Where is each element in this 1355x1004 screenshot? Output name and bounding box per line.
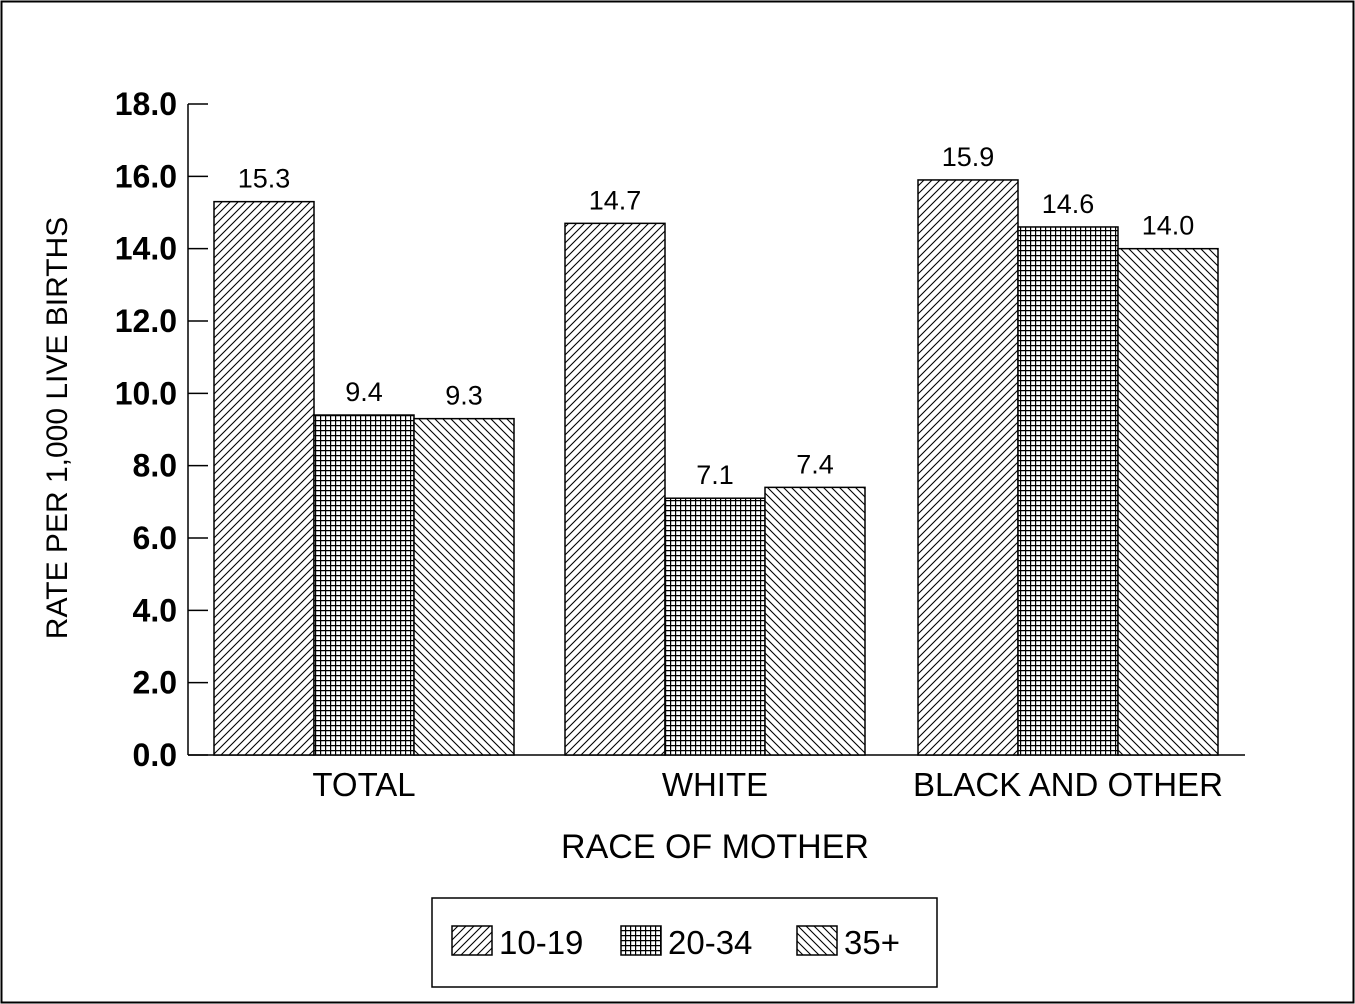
y-axis-ticks: 0.0 2.0 4.0 6.0 8.0 10.0 12.0 14.0 16.0 18.0: [115, 86, 208, 773]
y-tick-label: 6.0: [133, 520, 177, 556]
bar: [918, 180, 1018, 755]
category-labels-group: TOTAL WHITE BLACK AND OTHER: [312, 766, 1223, 803]
bar: [765, 487, 865, 755]
y-tick-label: 4.0: [133, 592, 177, 628]
bar-value-label: 7.4: [796, 449, 834, 479]
category-label: BLACK AND OTHER: [913, 766, 1223, 803]
bar-value-label: 9.3: [445, 381, 483, 411]
y-tick-label: 12.0: [115, 303, 177, 339]
bar: [1018, 227, 1118, 755]
category-label: TOTAL: [312, 766, 415, 803]
bar-value-label: 14.7: [589, 185, 642, 215]
bar-value-label: 15.3: [238, 164, 291, 194]
bar: [665, 498, 765, 755]
bar-value-label: 15.9: [942, 142, 995, 172]
legend-label: 10-19: [499, 924, 583, 961]
legend: 10-19 20-34 35+: [432, 898, 937, 987]
y-tick-label: 10.0: [115, 375, 177, 411]
bar-value-label: 14.0: [1142, 211, 1195, 241]
y-axis-title: RATE PER 1,000 LIVE BIRTHS: [41, 217, 74, 639]
y-tick-label: 18.0: [115, 86, 177, 122]
bar: [414, 419, 514, 755]
y-tick-label: 8.0: [133, 448, 177, 484]
bar: [214, 202, 314, 755]
legend-swatch: [452, 926, 492, 955]
bar-value-label: 9.4: [345, 377, 383, 407]
bar-value-label: 7.1: [696, 460, 734, 490]
legend-swatch: [621, 926, 661, 955]
category-label: WHITE: [662, 766, 768, 803]
bar: [1118, 249, 1218, 755]
legend-swatch: [797, 926, 837, 955]
x-axis-title: RACE OF MOTHER: [561, 828, 869, 866]
bar: [565, 223, 665, 755]
bar-value-label: 14.6: [1042, 189, 1095, 219]
legend-label: 35+: [844, 924, 900, 961]
y-tick-label: 16.0: [115, 158, 177, 194]
y-tick-label: 14.0: [115, 231, 177, 267]
y-tick-label: 2.0: [133, 665, 177, 701]
bar: [314, 415, 414, 755]
y-tick-label: 0.0: [133, 737, 177, 773]
legend-label: 20-34: [668, 924, 752, 961]
